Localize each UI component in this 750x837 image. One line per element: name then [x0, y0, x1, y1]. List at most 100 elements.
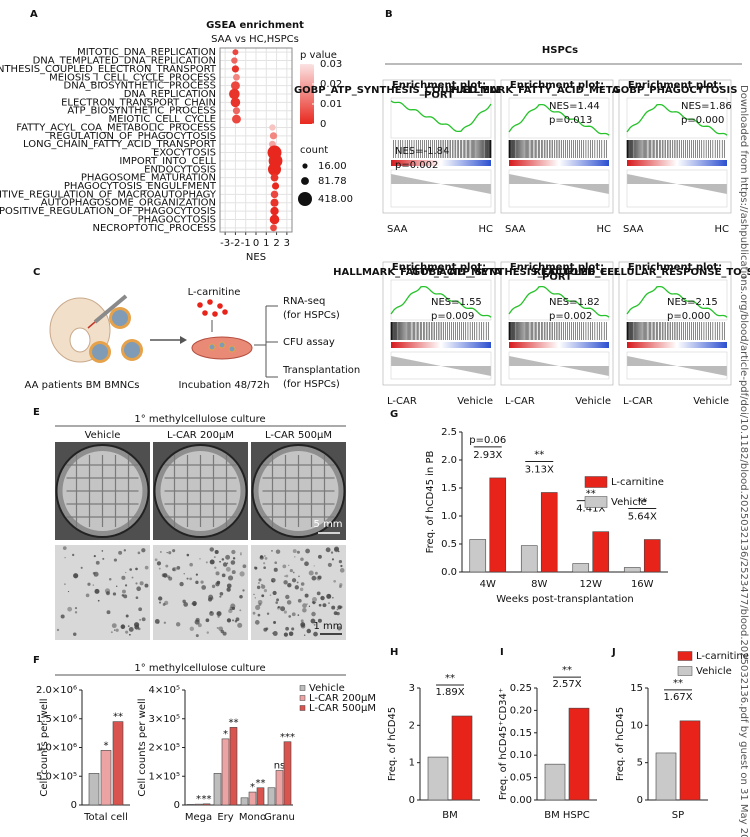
y-tick-label: 0.15	[510, 728, 532, 739]
es-curve	[626, 103, 728, 136]
colony	[258, 578, 262, 582]
bar	[240, 797, 249, 806]
colony	[242, 564, 247, 569]
bar	[568, 707, 590, 801]
colony	[316, 591, 321, 596]
group-right: Vehicle	[693, 396, 729, 407]
colony	[189, 562, 193, 567]
annotation: **	[534, 449, 544, 460]
colony	[240, 552, 242, 554]
colony	[162, 603, 166, 606]
colony	[166, 552, 168, 554]
dot	[270, 198, 279, 207]
scale-label: 5 mm	[313, 519, 342, 530]
annotation: 2.57X	[552, 679, 581, 690]
colony	[121, 589, 126, 594]
colony	[108, 577, 112, 581]
plot-frame	[219, 47, 293, 233]
y-tick-label: 0	[637, 795, 643, 806]
colony	[226, 618, 232, 623]
annotation: 1.89X	[435, 687, 464, 698]
significance: *	[250, 782, 255, 793]
colony	[297, 614, 300, 616]
colony	[234, 619, 238, 623]
colony	[111, 623, 117, 629]
group-left: L-CAR	[505, 396, 535, 407]
colony	[210, 611, 212, 614]
legend-swatch	[299, 685, 306, 691]
colony	[85, 593, 90, 598]
term-label: NECROPTOTIC_PROCESS	[93, 223, 217, 234]
legend-swatch	[299, 705, 306, 711]
colony	[308, 570, 314, 576]
colony	[106, 610, 111, 615]
colony	[328, 602, 330, 604]
colony	[80, 566, 83, 569]
colony	[74, 611, 78, 614]
x-tick-label: Mono	[239, 812, 266, 823]
colony	[156, 561, 162, 566]
colony	[300, 582, 305, 586]
colony	[101, 550, 104, 552]
colony	[263, 562, 266, 565]
colony	[289, 568, 293, 573]
syringe	[93, 294, 128, 324]
term-label: DNA_BIOSYNTHETIC_PROCESS	[64, 81, 216, 92]
colony	[144, 583, 149, 588]
bar	[679, 720, 701, 801]
y-tick-label: 2.0×10⁶	[36, 685, 77, 696]
colony	[282, 564, 287, 569]
x-tick-label: 0	[253, 238, 259, 249]
annotation: **	[445, 673, 455, 684]
annotation: p=0.06	[469, 435, 506, 446]
ranked-metric	[509, 174, 609, 194]
dot	[229, 88, 240, 100]
bar	[655, 752, 677, 801]
annotation: **	[673, 678, 683, 689]
colony	[124, 584, 128, 587]
es-frame	[508, 97, 610, 139]
colony	[288, 631, 294, 636]
y-axis-label: Freq. of hCD45	[387, 707, 398, 781]
colony	[206, 631, 209, 634]
colony	[95, 560, 100, 565]
legend-label: Vehicle	[696, 666, 732, 677]
colony	[110, 631, 113, 634]
x-axis-label: Weeks post-transplantation	[496, 594, 634, 605]
colony	[239, 553, 242, 556]
colony	[176, 566, 181, 570]
colony	[261, 584, 266, 589]
rank-bar	[627, 342, 727, 348]
colony	[73, 573, 79, 579]
gsea-title: Enrichment plot:	[392, 80, 486, 91]
annotation: 1.67X	[663, 692, 692, 703]
colony	[299, 587, 304, 592]
colony	[269, 594, 272, 596]
x-tick-label: 4W	[480, 579, 496, 590]
colony	[60, 614, 65, 619]
bar	[221, 738, 230, 806]
colony	[231, 549, 236, 555]
colony	[104, 588, 111, 594]
colony	[272, 631, 278, 636]
gsea-pathway: GOBP_ATP_SYNTHESIS_COUPLED_ELECTRON_TRAN…	[412, 267, 702, 278]
drug-dot	[197, 302, 203, 308]
section-title: 1° methylcellulose culture	[134, 663, 265, 674]
colony	[272, 632, 274, 634]
colony	[280, 606, 286, 612]
colony	[141, 548, 146, 553]
significance: ns	[274, 761, 286, 772]
legend-label: Vehicle	[611, 497, 647, 508]
metric-frame	[390, 351, 492, 380]
legend-swatch	[299, 695, 306, 701]
es-frame	[390, 97, 492, 139]
colony	[56, 628, 60, 632]
nes-text: NES=1.44	[549, 101, 600, 112]
group-right: HC	[478, 224, 493, 235]
colony	[215, 571, 220, 576]
panel-label: A	[30, 9, 38, 20]
cell	[112, 310, 128, 326]
colony	[242, 589, 245, 592]
colony	[221, 558, 225, 561]
x-axis-label: NES	[246, 252, 266, 263]
